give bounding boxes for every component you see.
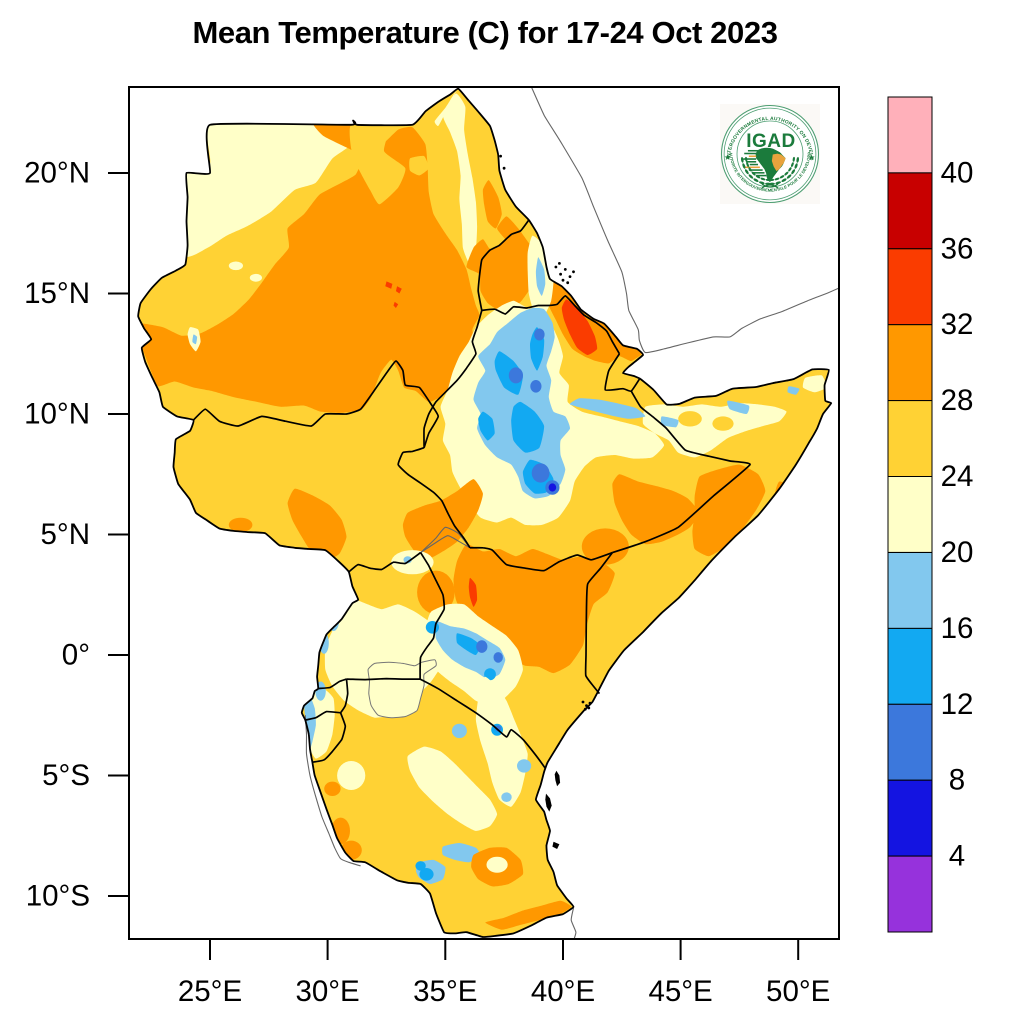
svg-text:15°N: 15°N xyxy=(24,277,90,310)
svg-text:40°E: 40°E xyxy=(531,975,595,1008)
svg-text:10°N: 10°N xyxy=(24,398,90,431)
svg-text:45°E: 45°E xyxy=(648,975,712,1008)
svg-text:40: 40 xyxy=(941,156,974,189)
svg-text:10°S: 10°S xyxy=(26,880,90,913)
svg-text:32: 32 xyxy=(941,308,974,341)
svg-text:0°: 0° xyxy=(62,639,90,672)
svg-text:20: 20 xyxy=(941,536,974,569)
svg-text:Mean Temperature (C) for 17-24: Mean Temperature (C) for 17-24 Oct 2023 xyxy=(192,15,777,50)
svg-text:35°E: 35°E xyxy=(413,975,477,1008)
svg-text:★: ★ xyxy=(808,153,815,162)
svg-text:16: 16 xyxy=(941,612,974,645)
svg-text:★: ★ xyxy=(724,153,731,162)
svg-text:25°E: 25°E xyxy=(178,975,242,1008)
svg-text:4: 4 xyxy=(949,840,965,873)
svg-text:5°S: 5°S xyxy=(42,759,90,792)
svg-text:24: 24 xyxy=(941,460,974,493)
svg-text:50°E: 50°E xyxy=(766,975,830,1008)
svg-text:5°N: 5°N xyxy=(40,518,90,551)
svg-text:20°N: 20°N xyxy=(24,157,90,190)
svg-text:12: 12 xyxy=(941,688,974,721)
svg-text:28: 28 xyxy=(941,384,974,417)
svg-text:8: 8 xyxy=(949,764,965,797)
svg-text:30°E: 30°E xyxy=(295,975,359,1008)
svg-text:36: 36 xyxy=(941,232,974,265)
svg-text:IGAD: IGAD xyxy=(746,131,796,152)
